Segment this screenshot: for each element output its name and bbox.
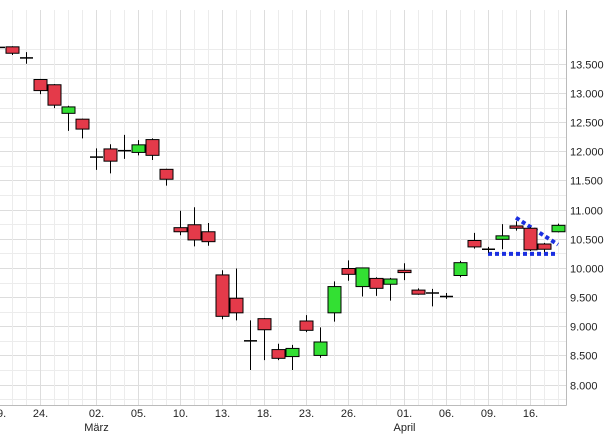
x-axis: 19. 24. 02. 05. 10. 13. 18. 23. 26. 01. 06. 09. 16. M… bbox=[0, 408, 538, 434]
y-tick-label: 8.000 bbox=[570, 381, 598, 393]
x-tick-label: 05. bbox=[131, 408, 146, 420]
candle-body bbox=[47, 84, 62, 106]
candle-body bbox=[229, 297, 244, 314]
x-tick-label: 19. bbox=[0, 408, 6, 420]
candle-body bbox=[159, 168, 174, 180]
candle-body bbox=[173, 227, 188, 233]
candle-body bbox=[145, 139, 160, 156]
y-tick-label: 10.000 bbox=[570, 264, 604, 276]
candle-body bbox=[285, 347, 300, 358]
candle-body bbox=[495, 235, 510, 240]
candle-body bbox=[327, 286, 342, 314]
grid-layer bbox=[0, 10, 567, 406]
candle-body bbox=[509, 225, 524, 229]
y-tick-label: 10.500 bbox=[570, 235, 604, 247]
x-tick-label: 06. bbox=[439, 408, 454, 420]
candle-body bbox=[551, 224, 566, 233]
y-tick-label: 9.500 bbox=[570, 293, 598, 305]
candle-body bbox=[131, 144, 146, 153]
candle-body bbox=[61, 106, 76, 114]
x-tick-label: 02. bbox=[89, 408, 104, 420]
x-tick-label: 13. bbox=[215, 408, 230, 420]
x-tick-label: 16. bbox=[523, 408, 538, 420]
candle-body bbox=[5, 46, 20, 54]
x-tick-label: 23. bbox=[299, 408, 314, 420]
candle-body bbox=[369, 277, 384, 289]
candle-body bbox=[215, 274, 230, 317]
candle-body bbox=[201, 231, 216, 243]
candle-body bbox=[341, 268, 356, 275]
x-tick-label: 09. bbox=[481, 408, 496, 420]
y-tick-label: 11.000 bbox=[570, 206, 603, 218]
candle-layer bbox=[0, 46, 566, 370]
candle-body bbox=[257, 318, 272, 331]
candle-body bbox=[75, 118, 90, 130]
y-tick-label: 12.500 bbox=[570, 118, 604, 130]
x-tick-label: 24. bbox=[33, 408, 48, 420]
candle-body bbox=[103, 148, 118, 162]
candle-body bbox=[299, 320, 314, 331]
candle-body bbox=[355, 267, 370, 288]
x-tick-label: 01. bbox=[397, 408, 412, 420]
x-month-label: April bbox=[393, 422, 415, 434]
candle-body bbox=[523, 227, 538, 251]
y-tick-label: 9.000 bbox=[570, 322, 598, 334]
y-tick-label: 11.500 bbox=[570, 176, 603, 188]
candle-body bbox=[313, 341, 328, 356]
x-tick-label: 26. bbox=[341, 408, 356, 420]
x-tick-label: 18. bbox=[257, 408, 272, 420]
candle-body bbox=[271, 349, 286, 359]
candle-body bbox=[411, 289, 426, 295]
candle-body bbox=[187, 224, 202, 241]
x-month-label: März bbox=[84, 422, 108, 434]
candle-body bbox=[537, 243, 552, 250]
candle-body bbox=[383, 278, 398, 285]
y-tick-label: 12.000 bbox=[570, 147, 604, 159]
y-axis: 8.000 8.500 9.000 9.500 10.000 10.500 11.000 11… bbox=[570, 60, 604, 393]
candle-body bbox=[397, 269, 412, 274]
candle-body bbox=[467, 240, 482, 248]
x-tick-label: 10. bbox=[173, 408, 188, 420]
y-tick-label: 13.000 bbox=[570, 89, 604, 101]
y-tick-label: 8.500 bbox=[570, 351, 598, 363]
y-tick-label: 13.500 bbox=[570, 60, 604, 72]
candle-body bbox=[33, 79, 48, 92]
candle-body bbox=[453, 262, 468, 276]
